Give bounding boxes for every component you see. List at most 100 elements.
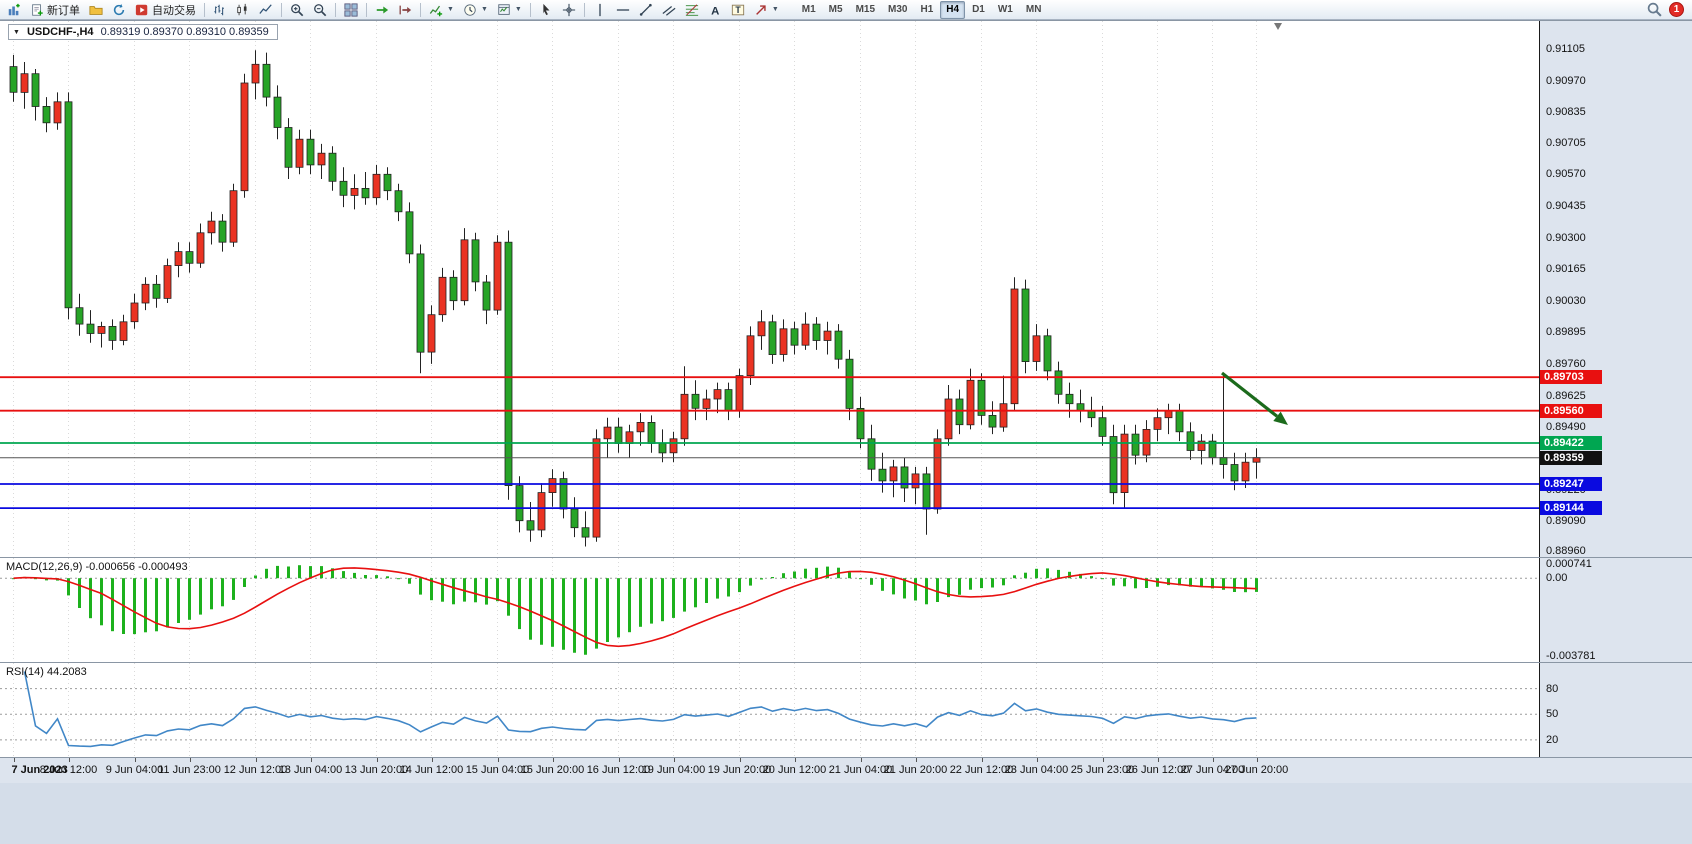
crosshair-button[interactable] [558,0,580,19]
timeframe-m5-button[interactable]: M5 [828,3,843,15]
periods-button[interactable]: ▼ [459,0,492,19]
indicators-button[interactable]: ▼ [425,0,458,19]
auto-scroll-button[interactable] [371,0,393,19]
time-axis-label: 9 Jun 04:00 [105,764,164,776]
time-axis-label: 13 Jun 04:00 [278,764,343,776]
crosshair-icon [562,3,576,17]
candlestick-chart-button[interactable] [232,0,254,19]
profiles-icon [89,3,103,17]
price-axis[interactable]: 0.91105 0.90970 0.90835 0.90705 0.90570 0.904… [1539,21,1692,758]
rsi-panel-separator[interactable] [0,662,1692,663]
autotrading-button[interactable]: 自动交易 [131,0,200,19]
time-axis-label: 15 Jun 04:00 [465,764,530,776]
equidistant-channel-button[interactable] [658,0,680,19]
timeframe-w1-button[interactable]: W1 [997,3,1013,15]
chevron-down-icon: ▼ [447,6,454,13]
zoom-in-button[interactable] [286,0,308,19]
time-tick [310,758,312,762]
horizontal-level-lines[interactable] [0,376,1539,510]
time-tick [981,758,983,762]
play-icon [135,3,149,17]
tile-windows-button[interactable] [340,0,362,19]
zoom-out-icon [313,3,327,17]
rsi-axis-label: 50 [1546,708,1559,721]
new-chart-button[interactable] [3,0,25,19]
tile-icon [344,2,358,17]
tline-icon [639,3,653,17]
rsi-panel[interactable] [0,663,1539,757]
grid-vertical-lines [13,21,1257,557]
profiles-button[interactable] [85,0,107,19]
timeframe-d1-button[interactable]: D1 [972,3,985,15]
chart-plus-icon [7,3,21,17]
timeframe-m30-button[interactable]: M30 [888,3,908,15]
time-axis-label: 21 Jun 20:00 [883,764,948,776]
chart-shift-marker[interactable] [1274,23,1282,30]
price-axis-label: 0.90705 [1546,136,1586,149]
rsi-indicator-label: RSI(14) 44.2083 [6,666,87,678]
autotrading-label: 自动交易 [152,4,196,17]
time-axis-label: 14 Jun 12:00 [399,764,464,776]
time-tick [1157,758,1159,762]
zoom-out-button[interactable] [309,0,331,19]
hline-icon [616,3,630,17]
level-price-box: 0.89247 [1540,477,1602,491]
bid-price-box: 0.89359 [1540,450,1602,465]
timeframe-m15-button[interactable]: M15 [855,3,876,15]
time-axis-label: 19 Jun 04:00 [641,764,706,776]
templates-button[interactable]: ▼ [493,0,526,19]
chart-title-box: ▼ USDCHF-,H4 0.89319 0.89370 0.89310 0.8… [8,24,278,40]
toolbar-separator [583,2,585,17]
price-axis-label: 0.89625 [1546,389,1586,402]
level-price-box: 0.89560 [1540,403,1602,418]
bar-chart-button[interactable] [209,0,231,19]
svg-text:A: A [711,5,719,17]
time-tick [552,758,554,762]
time-axis-label: 19 Jun 20:00 [707,764,772,776]
refresh-button[interactable] [108,0,130,19]
trend-arrow-annotation[interactable] [1221,371,1288,425]
channel-icon [662,3,676,17]
rsi-line [23,671,1257,748]
time-axis-separator [0,757,1692,758]
price-axis-label: 0.89490 [1546,421,1586,434]
arrow-objects-button[interactable]: ▼ [750,0,783,19]
chart-shift-button[interactable] [394,0,416,19]
rsi-axis-label: 20 [1546,733,1559,746]
macd-histogram [12,565,1258,655]
timeframe-h1-button[interactable]: H1 [920,3,934,15]
fibonacci-button[interactable] [681,0,703,19]
linechart-icon [259,3,273,17]
time-axis[interactable]: 7 Jun 2023 8 Jun 12:00 9 Jun 04:00 11 Jun 2… [0,758,1692,783]
time-tick [13,758,15,762]
text-button[interactable]: A [704,0,726,19]
trend-line-button[interactable] [635,0,657,19]
price-chart[interactable] [0,21,1539,557]
time-tick [431,758,433,762]
chart-ohlc-values: 0.89319 0.89370 0.89310 0.89359 [100,26,269,38]
time-tick [376,758,378,762]
timeframe-h4-button[interactable]: H4 [940,0,966,19]
candles-icon [236,3,250,17]
new-order-button[interactable]: 新订单 [26,0,84,19]
notification-badge[interactable]: 1 [1669,2,1684,17]
toolbar-separator [204,2,205,17]
timeframe-m1-button[interactable]: M1 [801,3,816,15]
text-label-button[interactable]: T [727,0,749,19]
macd-panel[interactable] [0,558,1539,662]
cursor-button[interactable] [535,0,557,19]
horizontal-line-button[interactable] [612,0,634,19]
time-tick [1036,758,1038,762]
search-button[interactable] [1647,2,1662,17]
toolbar-group [535,0,580,19]
svg-text:T: T [735,5,741,15]
vertical-line-button[interactable] [589,0,611,19]
chart-dropdown-icon: ▼ [13,28,20,36]
zoom-in-icon [290,3,304,17]
rsi-level-lines [0,688,1539,741]
line-chart-button[interactable] [255,0,277,19]
time-tick [618,758,620,762]
macd-panel-separator[interactable] [0,557,1692,558]
timeframe-mn-button[interactable]: MN [1025,3,1042,15]
